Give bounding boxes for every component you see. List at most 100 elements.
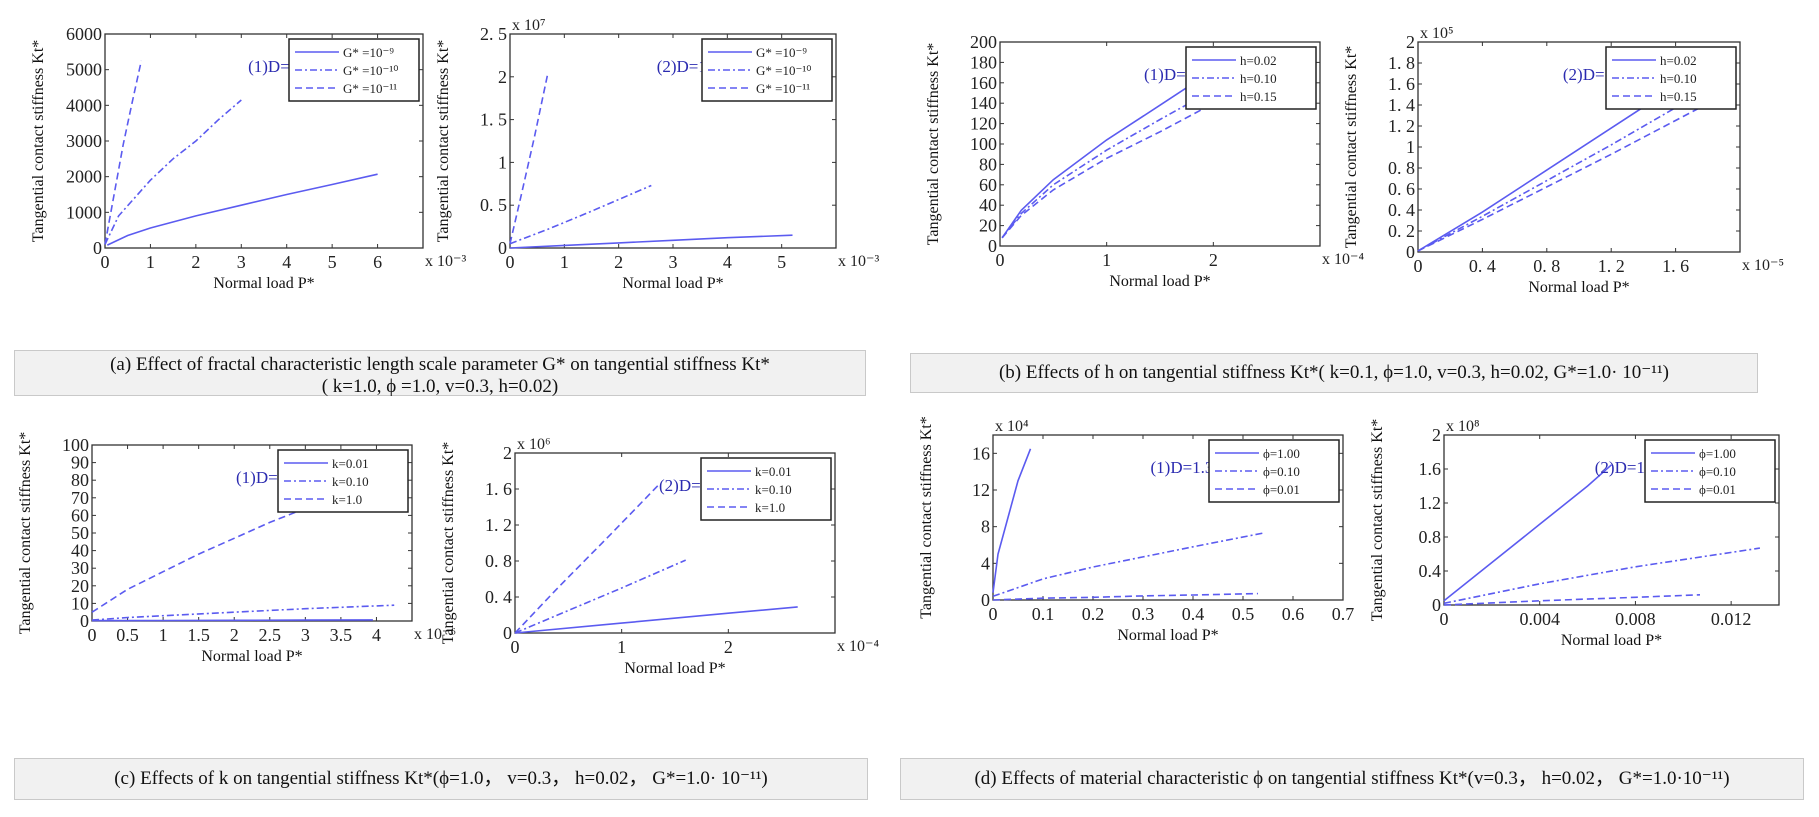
x-tick-label: 3 [669,252,678,272]
chart-a2-svg: 0 1 2 3 4 5 0 0. 5 1 1. 5 2 2. 5 x 10⁻³ x 10⁷ Normal l… [435,17,879,292]
y-tick-label: 60 [71,505,89,525]
legend-entry: h=0.02 [1240,53,1277,68]
x-tick-label: 0.012 [1711,609,1752,629]
y-axis-label: Tangential contact stiffness Kt* [1369,419,1386,622]
x-tick-label: 0 [101,252,110,272]
y-tick-label: 0. 4 [485,587,512,607]
series-line-1 [1417,86,1712,252]
y-axis-label: Tangential contact stiffness Kt* [925,43,942,246]
y-tick-label: 1. 2 [1388,116,1415,136]
y-tick-label: 50 [71,523,89,543]
x-tick-label: 0 [1440,609,1449,629]
x-tick-label: 1 [617,637,626,657]
legend-entry: ϕ=0.10 [1263,464,1300,479]
y-axis-label: Tangential contact stiffness Kt* [440,442,457,645]
x-axis-label: Normal load P* [624,660,725,677]
y-tick-label: 1 [1406,137,1415,157]
x-tick-label: 0 [88,625,97,645]
x-tick-label: 3 [237,252,246,272]
y-tick-label: 3000 [66,131,102,151]
x-tick-label: 4 [282,252,291,272]
y-tick-label: 30 [71,558,89,578]
series-line-1 [1443,547,1761,605]
legend-entry: h=0.10 [1240,71,1277,86]
x-tick-label: 0 [1414,256,1423,276]
y-tick-label: 1. 4 [1388,95,1415,115]
legend-entry: k=0.01 [755,464,792,479]
y-tick-label: 80 [71,470,89,490]
y-tick-label: 2000 [66,167,102,187]
y-tick-label: 2 [1406,32,1415,52]
y-tick-label: 2. 5 [480,24,507,44]
x-tick-label: 0 [996,250,1005,270]
y-tick-label: 2 [1432,425,1441,445]
x-tick-label: 2 [191,252,200,272]
x-tick-label: 2 [1209,250,1218,270]
y-tick-label: 100 [62,435,89,455]
chart-a1-svg: 0 1 2 3 4 5 6 0 1000 2000 3000 4000 5000 6000 x 10⁻³ No… [30,24,466,292]
y-axis-label: Tangential contact stiffness Kt* [435,40,452,243]
legend-entry: G* =10⁻⁹ [756,45,807,60]
y-tick-label: 0. 4 [1388,200,1415,220]
y-tick-label: 120 [970,114,997,134]
x-multiplier: x 10⁻³ [838,253,879,270]
x-multiplier: x 10⁻³ [425,253,466,270]
y-tick-label: 0 [503,623,512,643]
x-axis-label: Normal load P* [622,275,723,292]
y-tick-label: 0 [80,611,89,631]
y-axis-label: Tangential contact stiffness Kt* [918,416,935,619]
legend-entry: ϕ=0.01 [1263,482,1300,497]
x-axis-label: Normal load P* [1117,627,1218,644]
series-line-2 [1001,94,1230,239]
y-tick-label: 0 [988,236,997,256]
x-tick-label: 2 [614,252,623,272]
y-tick-label: 140 [970,93,997,113]
x-tick-label: 1 [159,625,168,645]
y-tick-label: 0. 5 [480,195,507,215]
y-tick-label: 4000 [66,95,102,115]
x-tick-label: 0 [989,604,998,624]
y-tick-label: 1. 6 [485,479,512,499]
y-tick-label: 2 [503,443,512,463]
legend-entry: ϕ=1.00 [1699,446,1736,461]
x-multiplier: x 10⁻⁶ [414,626,456,643]
y-tick-label: 100 [970,134,997,154]
x-tick-label: 0.5 [116,625,139,645]
y-tick-label: 0.8 [1419,527,1442,547]
y-tick-label: 0. 6 [1388,179,1415,199]
legend-entry: k=0.01 [332,456,369,471]
y-multiplier: x 10⁶ [517,436,551,453]
series-line-0 [509,234,793,249]
legend-entry: G* =10⁻¹⁰ [756,63,811,78]
y-tick-label: 0 [981,590,990,610]
legend-entry: G* =10⁻¹⁰ [343,63,398,78]
x-tick-label: 0.004 [1519,609,1560,629]
legend-entry: h=0.02 [1660,53,1697,68]
y-multiplier: x 10⁸ [1446,418,1480,435]
x-axis-label: Normal load P* [1109,273,1210,290]
y-tick-label: 20 [71,576,89,596]
y-tick-label: 60 [979,175,997,195]
caption-d-line1: (d) Effects of material characteristic ϕ… [974,768,1730,789]
series-line-2 [1443,594,1701,606]
y-tick-label: 4 [981,553,990,573]
y-tick-label: 40 [71,541,89,561]
series-line-0 [992,448,1032,593]
x-axis-label: Normal load P* [1528,279,1629,296]
y-tick-label: 8 [981,517,990,537]
caption-a-line1: (a) Effect of fractal characteristic len… [110,354,770,375]
legend-entry: ϕ=1.00 [1263,446,1300,461]
x-tick-label: 1. 2 [1598,256,1625,276]
y-tick-label: 1. 5 [480,110,507,130]
y-tick-label: 2 [498,67,507,87]
x-tick-label: 0. 4 [1469,256,1496,276]
legend-box [1208,439,1340,503]
legend-entry: k=1.0 [332,492,362,507]
chart-d2-svg: 0 0.004 0.008 0.012 0 0.4 0.8 1.2 1.6 2 x 10⁸ Norma… [1369,418,1780,649]
y-axis-label: Tangential contact stiffness Kt* [17,432,34,635]
x-tick-label: 0.3 [1132,604,1155,624]
y-tick-label: 0 [498,238,507,258]
x-tick-label: 2.5 [259,625,282,645]
series-line-2 [992,592,1259,601]
